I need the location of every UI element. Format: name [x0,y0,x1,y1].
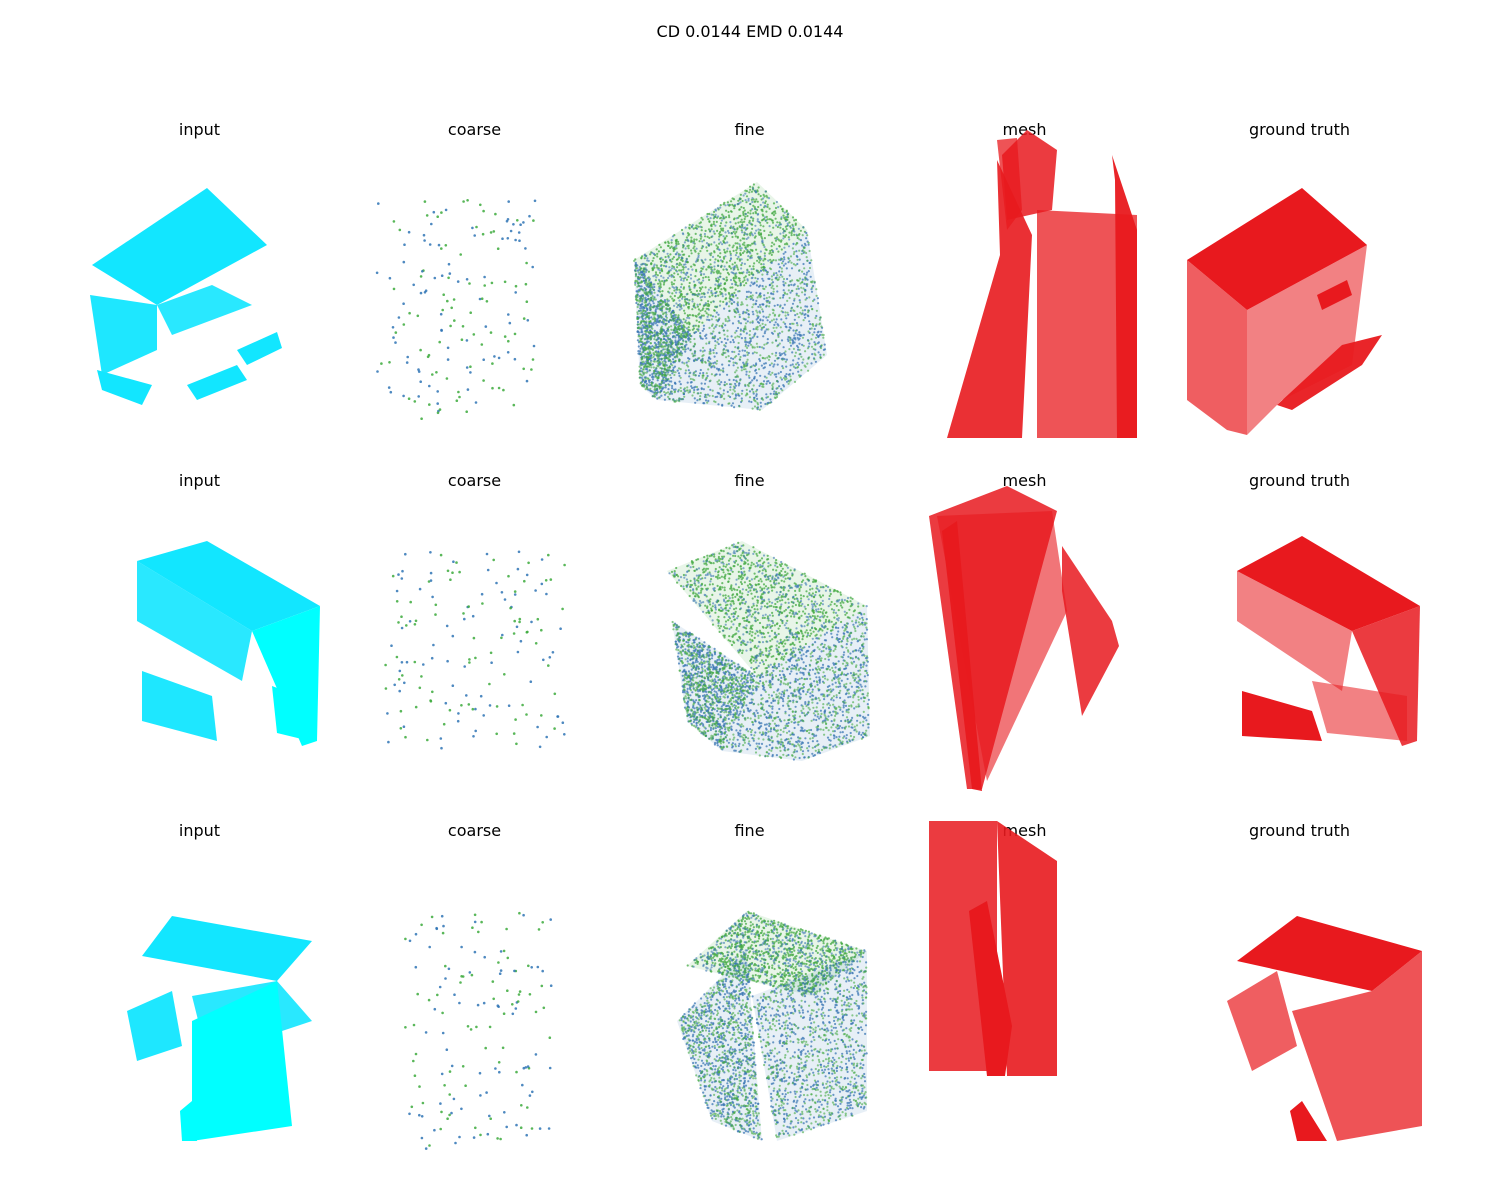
ground-truth-point-cloud [1187,188,1382,435]
mesh-point-cloud [929,486,1119,791]
panel-mesh: mesh [887,821,1162,1151]
cloud-face [1187,260,1247,435]
cloud-points [638,187,805,330]
panel-ground-truth: ground truth [1162,120,1437,450]
panel-fine: fine [612,821,887,1151]
fine-point-cloud [667,541,870,761]
cloud-face [1112,155,1137,438]
cloud-face [942,521,982,791]
panel-title: ground truth [1248,821,1351,840]
panel-title: mesh [1002,120,1047,139]
mesh-point-cloud [929,821,1057,1076]
panel-coarse: coarse [337,471,612,801]
panel-title: coarse [447,120,502,139]
panel-title: coarse [447,471,502,490]
cloud-face [657,230,827,410]
cloud-face [142,916,312,981]
panel-fine: fine [612,120,887,450]
cloud-face [997,821,1057,1076]
panel-title: fine [734,120,765,139]
cloud-face [1312,681,1407,741]
cloud-face [192,981,292,1141]
coarse-point-cloud [404,911,553,1150]
fine-point-cloud [633,182,827,411]
panel-title: mesh [1002,471,1047,490]
panel-title: fine [734,471,765,490]
panel-title: input [178,821,221,840]
cloud-face [1037,210,1137,438]
panel-mesh: mesh [887,471,1162,801]
cloud-face [127,991,182,1061]
cloud-face [92,188,267,305]
cloud-face [187,365,247,400]
cloud-points [725,611,870,759]
cloud-points [670,541,865,674]
mesh-point-cloud [947,130,1137,438]
input-point-cloud [127,916,312,1141]
cloud-points [633,259,692,398]
cloud-face [1187,188,1367,310]
cloud-face [90,295,157,375]
cloud-points [671,620,755,750]
cloud-face [137,561,252,681]
panel-input: input [62,821,337,1151]
cloud-points [678,953,762,1140]
cloud-face [1237,536,1420,631]
figure-title: CD 0.0144 EMD 0.0144 [656,22,844,41]
panel-coarse: coarse [337,821,612,1151]
cloud-face [1237,571,1352,691]
panel-coarse: coarse [337,120,612,450]
cloud-face [137,541,320,631]
coarse-point-cloud [384,550,566,750]
cloud-points [657,234,825,411]
sparse-points [384,550,566,750]
cloud-face [1277,335,1382,410]
cloud-points [668,543,868,669]
panel-mesh: mesh [887,120,1162,450]
fine-point-cloud [677,910,868,1141]
cloud-points [753,955,868,1138]
sparse-points [375,199,537,421]
cloud-face [1242,691,1322,741]
cloud-face [1062,546,1119,716]
ground-truth-point-cloud [1237,536,1420,746]
cloud-face [237,332,282,365]
panel-ground-truth: ground truth [1162,471,1437,801]
cloud-face [937,511,1067,781]
panel-input: input [62,471,337,801]
panel-title: input [178,120,221,139]
cloud-face [1317,280,1352,310]
panel-title: coarse [447,821,502,840]
panel-input: input [62,120,337,450]
cloud-face [1227,971,1297,1071]
cloud-face [1237,916,1422,991]
panel-ground-truth: ground truth [1162,821,1437,1151]
panel-title: input [178,471,221,490]
coarse-point-cloud [375,199,537,421]
cloud-face [272,686,312,741]
input-point-cloud [90,188,282,405]
cloud-face [97,370,152,405]
panel-title: fine [734,821,765,840]
cloud-face [142,671,217,741]
ground-truth-point-cloud [1227,916,1422,1141]
cloud-face [947,160,1032,438]
cloud-face [667,541,867,676]
panel-title: ground truth [1248,471,1351,490]
cloud-face [1292,951,1422,1141]
panel-title: ground truth [1248,120,1351,139]
panel-fine: fine [612,471,887,801]
cloud-face [157,285,252,335]
cloud-face [969,901,1012,1076]
sparse-points [404,911,553,1150]
cloud-face [180,1101,197,1141]
input-point-cloud [137,541,320,746]
cloud-face [1290,1101,1327,1141]
